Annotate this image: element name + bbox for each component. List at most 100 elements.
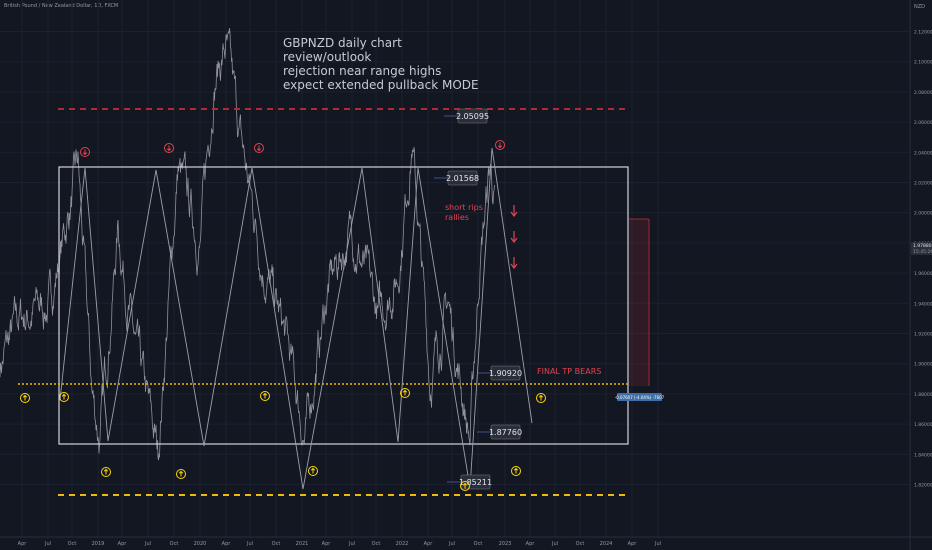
price-label-box: [447, 170, 478, 186]
up-signal-icon: [260, 391, 270, 401]
x-tick-label: Oct: [372, 541, 381, 547]
price-label: 1.85211: [459, 478, 492, 487]
up-signal-icon: [460, 481, 470, 491]
x-tick-label: Jul: [448, 541, 455, 547]
price-series: [0, 28, 495, 461]
x-tick-label: Apr: [322, 541, 332, 547]
x-tick-label: Jul: [44, 541, 51, 547]
x-tick-label: Jul: [348, 541, 355, 547]
x-tick-label: Apr: [118, 541, 128, 547]
range-box: [58, 166, 629, 445]
price-label: 1.87760: [489, 428, 522, 437]
down-signal-icon: [495, 140, 505, 150]
y-tick-label: 1.92000: [914, 332, 932, 338]
up-signal-icon: [536, 393, 546, 403]
up-signal-icon: [20, 393, 30, 403]
x-tick-label: Apr: [18, 541, 28, 547]
y-tick-label: 2.00000: [914, 211, 932, 217]
y-tick-label: 2.02000: [914, 181, 932, 187]
x-tick-label: 2019: [92, 541, 105, 547]
signal-arrow-head: [310, 467, 316, 471]
up-signal-icon: [400, 388, 410, 398]
note-short-rips: short rips: [445, 203, 483, 212]
y-tick-label: 1.86000: [914, 422, 932, 428]
signal-arrow-head: [61, 393, 67, 397]
y-tick-label: 1.84000: [914, 452, 932, 458]
x-tick-label: Apr: [628, 541, 638, 547]
up-signal-icon: [308, 466, 318, 476]
note-rallies: rallies: [445, 213, 469, 222]
down-arrow-head: [510, 263, 518, 269]
y-tick-label: 2.06000: [914, 120, 932, 126]
signal-arrow-head: [462, 482, 468, 486]
signal-arrow-head: [22, 394, 28, 398]
price-label: 2.01568: [446, 174, 479, 183]
swing-zigzag: [59, 147, 533, 490]
up-signal-icon: [511, 466, 521, 476]
x-tick-label: Apr: [222, 541, 232, 547]
x-tick-label: Oct: [474, 541, 483, 547]
y-tick-label: 1.94000: [914, 301, 932, 307]
x-tick-label: Jul: [551, 541, 558, 547]
annotation-line: GBPNZD daily chart: [283, 36, 402, 50]
current-price-box: [911, 242, 932, 255]
x-tick-label: Oct: [170, 541, 179, 547]
signal-arrow-head: [82, 152, 88, 156]
y-tick-label: 2.04000: [914, 150, 932, 156]
signal-arrow-head: [103, 468, 109, 472]
y-tick-label: 1.96000: [914, 271, 932, 277]
x-tick-label: 2022: [396, 541, 409, 547]
down-arrow-head: [510, 211, 518, 217]
price-label-box: [457, 108, 488, 124]
measure-label-box: [617, 393, 662, 401]
x-tick-label: 2023: [499, 541, 512, 547]
up-signal-icon: [59, 392, 69, 402]
signal-arrow-head: [497, 145, 503, 149]
current-price: 1.97880: [913, 243, 932, 249]
x-tick-label: Jul: [144, 541, 151, 547]
annotation-line: expect extended pullback MODE: [283, 78, 479, 92]
currency-label: NZD: [914, 4, 925, 10]
note-final-tp: FINAL TP BEARS: [537, 367, 601, 376]
down-signal-icon: [254, 143, 264, 153]
annotation-line: review/outlook: [283, 50, 371, 64]
y-tick-label: 1.88000: [914, 392, 932, 398]
down-signal-icon: [164, 143, 174, 153]
x-tick-label: Oct: [272, 541, 281, 547]
y-tick-label: 2.10000: [914, 60, 932, 66]
price-label-box: [490, 365, 521, 381]
up-signal-icon: [176, 469, 186, 479]
countdown-label: 15:45:26: [913, 249, 932, 255]
x-tick-label: Oct: [576, 541, 585, 547]
x-tick-label: Oct: [68, 541, 77, 547]
price-label: 2.05095: [456, 112, 489, 121]
measure-range: [629, 219, 649, 386]
signal-arrow-head: [513, 467, 519, 471]
signal-arrow-head: [166, 148, 172, 152]
x-tick-label: Apr: [424, 541, 434, 547]
annotation-line: rejection near range highs: [283, 64, 441, 78]
down-signal-icon: [80, 147, 90, 157]
signal-arrow-head: [262, 392, 268, 396]
price-label: 1.90920: [489, 369, 522, 378]
x-tick-label: Jul: [654, 541, 661, 547]
signal-arrow-head: [256, 148, 262, 152]
y-tick-label: 2.12000: [914, 30, 932, 36]
down-arrow-head: [510, 237, 518, 243]
price-label-box: [490, 424, 521, 440]
signal-arrow-head: [178, 470, 184, 474]
chart-header: British Pound / New Zealand Dollar, 1D, …: [4, 3, 119, 9]
signal-arrow-head: [402, 389, 408, 393]
measure-label: -0.07607 (-4.04%) -7607: [615, 395, 665, 400]
signal-arrow-head: [538, 394, 544, 398]
x-tick-label: Jul: [246, 541, 253, 547]
y-tick-label: 2.08000: [914, 90, 932, 96]
y-tick-label: 1.82000: [914, 483, 932, 489]
x-tick-label: Apr: [526, 541, 536, 547]
price-label-box: [460, 474, 491, 490]
up-signal-icon: [101, 467, 111, 477]
x-tick-label: 2021: [296, 541, 309, 547]
x-tick-label: 2020: [194, 541, 207, 547]
x-tick-label: 2024: [600, 541, 613, 547]
